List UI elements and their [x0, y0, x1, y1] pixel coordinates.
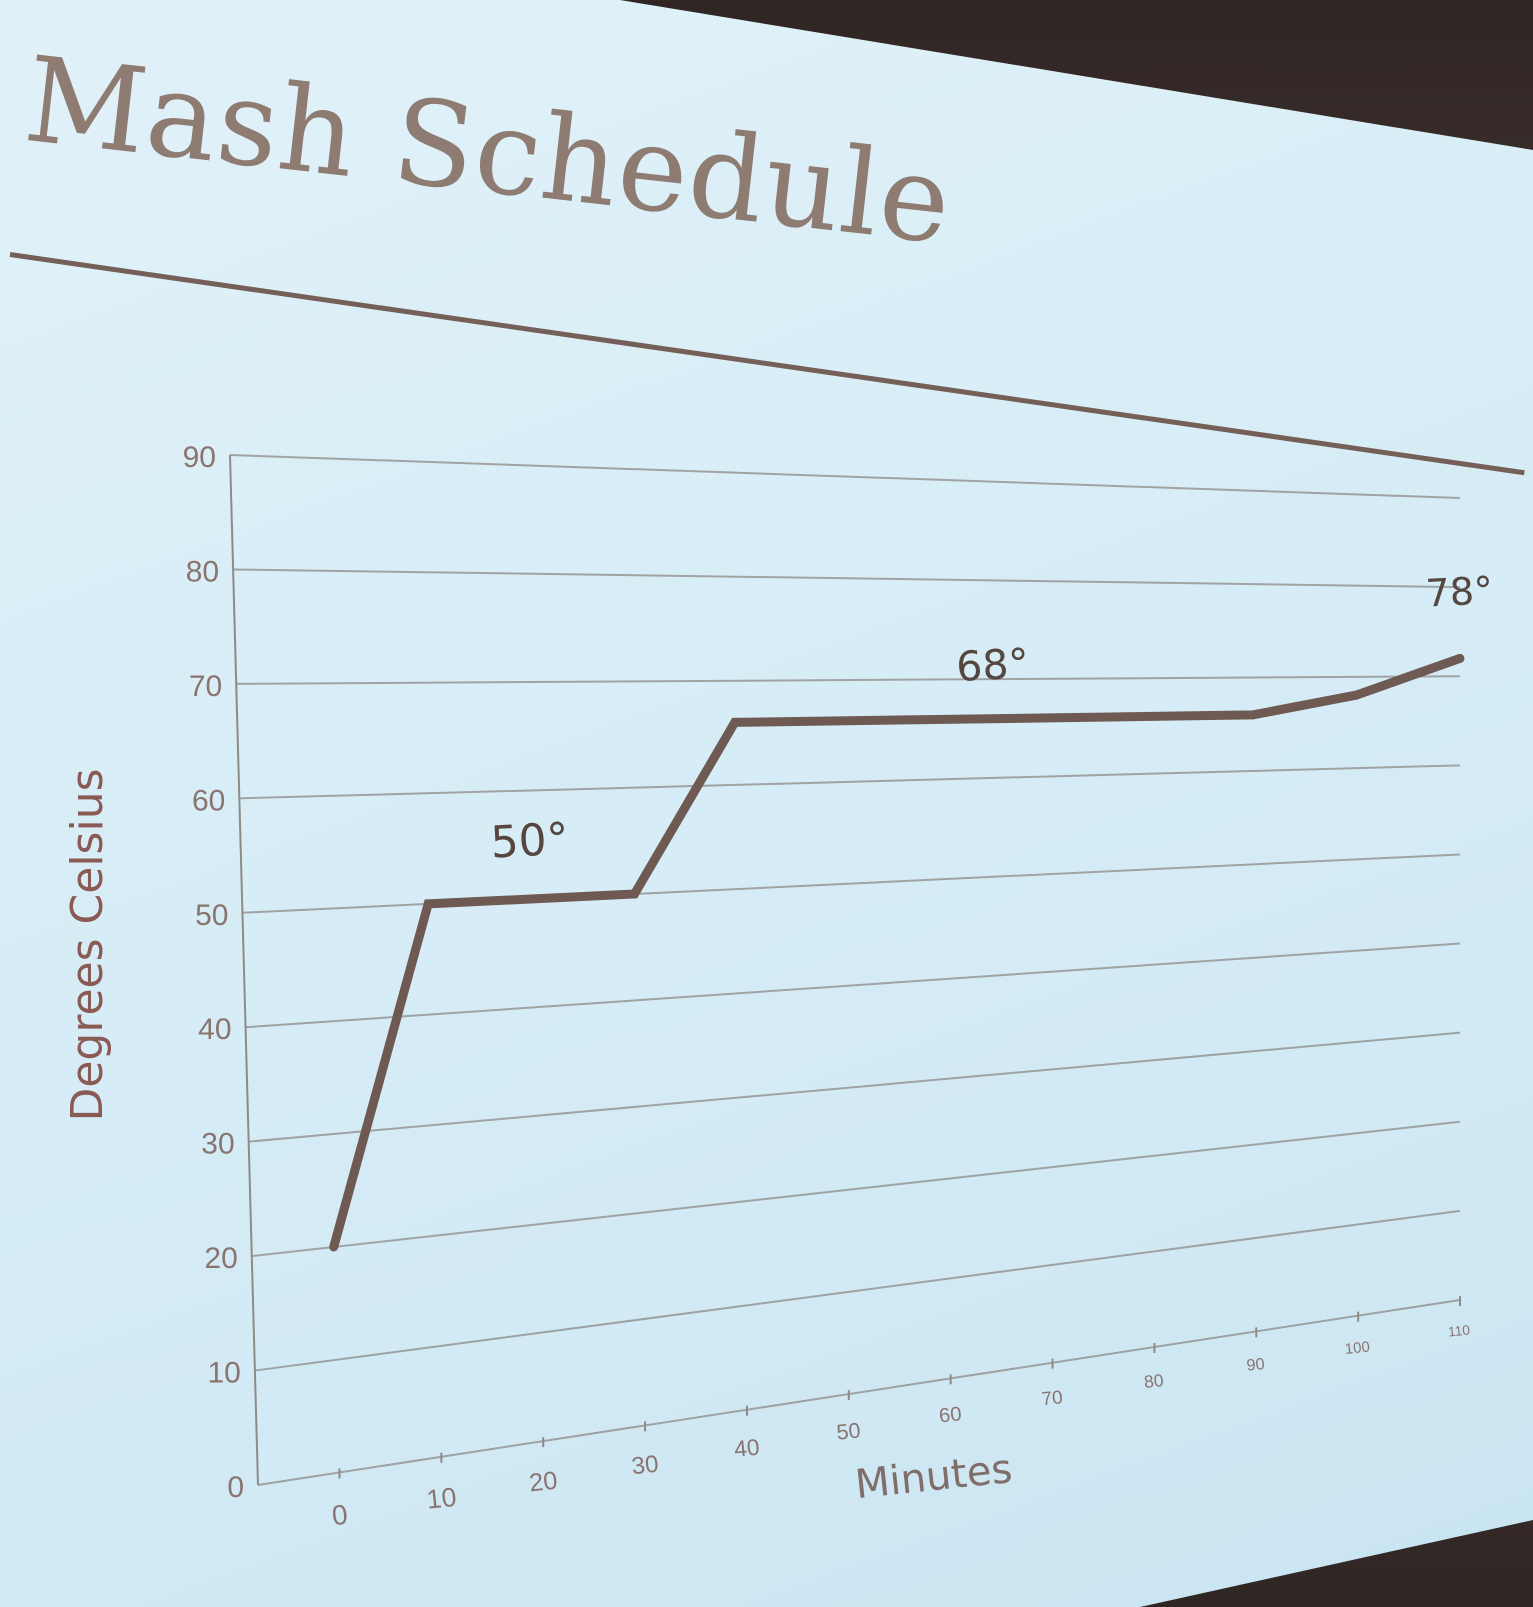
- x-tick-label-20: 20: [528, 1467, 559, 1498]
- y-tick-label-10: 10: [208, 1357, 241, 1390]
- data-point-0-3: [730, 717, 740, 727]
- series-line-0: [329, 654, 1462, 1249]
- x-tick-label-30: 30: [630, 1451, 659, 1481]
- y-axis-label: Degrees Celsius: [62, 768, 113, 1121]
- x-tick-label-110: 110: [1447, 1322, 1471, 1339]
- data-point-0-4: [1248, 710, 1258, 720]
- x-tick-label-60: 60: [938, 1403, 963, 1427]
- x-tick-label-70: 70: [1041, 1387, 1064, 1410]
- axes: [229, 454, 1461, 1486]
- y-tick-label-20: 20: [204, 1242, 237, 1275]
- y-tick-label-0: 0: [227, 1471, 244, 1504]
- x-axis-label: Minutes: [853, 1446, 1014, 1508]
- gridline-y-20: [251, 1120, 1461, 1258]
- x-tick-label-90: 90: [1246, 1355, 1266, 1375]
- gridline-y-80: [233, 568, 1461, 589]
- gridline-y-90: [229, 454, 1461, 499]
- x-tick-label-50: 50: [835, 1418, 861, 1444]
- gridline-y-10: [254, 1209, 1461, 1372]
- annotation-label-1: 68°: [955, 639, 1030, 691]
- y-tick-label-70: 70: [189, 670, 222, 703]
- x-tick-label-100: 100: [1344, 1338, 1371, 1358]
- gridline-y-0: [257, 1299, 1461, 1486]
- x-axis-tick-labels: 0 10 20 30 40 50 60 70 80 90 100 110: [330, 1322, 1471, 1531]
- data-point-0-6: [1455, 653, 1465, 663]
- gridline-y-70: [236, 675, 1461, 685]
- data-point-0-0: [329, 1242, 339, 1252]
- series-layer: [329, 653, 1465, 1252]
- y-tick-label-50: 50: [195, 899, 228, 932]
- y-tick-label-60: 60: [192, 784, 225, 817]
- y-tick-label-40: 40: [198, 1013, 231, 1046]
- x-tick-label-10: 10: [425, 1482, 458, 1515]
- y-tick-label-30: 30: [201, 1128, 234, 1161]
- y-tick-label-90: 90: [183, 441, 216, 474]
- data-point-0-5: [1351, 690, 1361, 700]
- y-axis-line: [229, 454, 259, 1486]
- annotation-label-0: 50°: [489, 814, 570, 869]
- x-tick-label-40: 40: [733, 1434, 761, 1463]
- gridline-y-60: [239, 764, 1461, 800]
- y-axis-tick-labels: 0 10 20 30 40 50 60 70 80 90: [183, 441, 244, 1504]
- y-tick-label-80: 80: [186, 555, 219, 588]
- gridline-y-30: [248, 1031, 1461, 1143]
- x-tick-label-80: 80: [1143, 1370, 1165, 1392]
- gridline-y-40: [245, 942, 1461, 1029]
- annotation-label-2: 78°: [1425, 568, 1495, 615]
- data-point-0-1: [423, 899, 433, 909]
- data-point-0-2: [630, 889, 640, 899]
- annotations: 50° 68° 78°: [489, 568, 1494, 868]
- x-tick-label-0: 0: [330, 1499, 349, 1531]
